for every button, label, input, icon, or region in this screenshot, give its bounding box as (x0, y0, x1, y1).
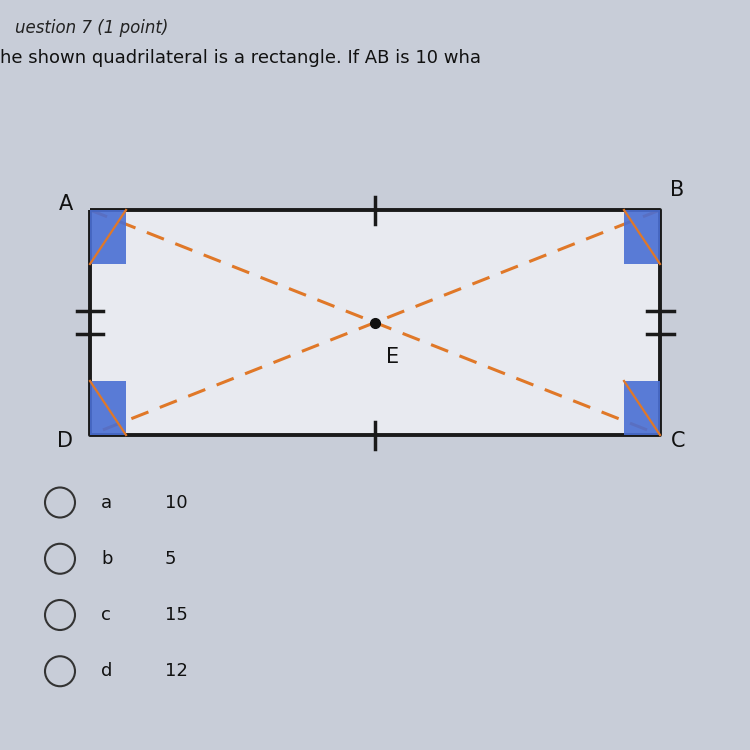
Text: 10: 10 (165, 494, 188, 512)
Text: E: E (386, 346, 399, 367)
Text: A: A (59, 194, 74, 214)
Text: a: a (101, 494, 112, 512)
Bar (90, 210, 126, 264)
Text: B: B (670, 179, 685, 200)
Bar (624, 210, 660, 264)
Text: 15: 15 (165, 606, 188, 624)
Text: C: C (670, 431, 685, 451)
Text: 5: 5 (165, 550, 176, 568)
Bar (624, 381, 660, 435)
Text: 12: 12 (165, 662, 188, 680)
Text: c: c (101, 606, 111, 624)
Text: he shown quadrilateral is a rectangle. If AB is 10 wha: he shown quadrilateral is a rectangle. I… (0, 49, 481, 67)
Text: d: d (101, 662, 112, 680)
Text: uestion 7 (1 point): uestion 7 (1 point) (15, 19, 168, 37)
Text: b: b (101, 550, 112, 568)
Text: D: D (57, 431, 74, 451)
Bar (90, 210, 660, 435)
Bar (90, 381, 126, 435)
